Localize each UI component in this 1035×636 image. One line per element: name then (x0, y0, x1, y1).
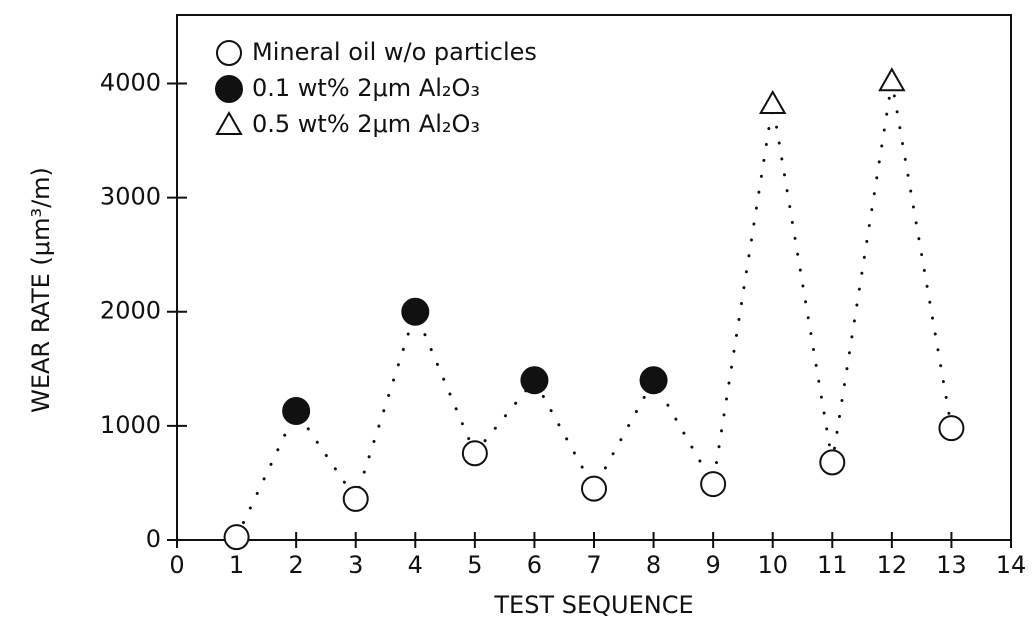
legend-label: 0.5 wt% 2μm Al₂O₃ (252, 110, 480, 138)
x-tick-label: 4 (408, 551, 423, 579)
x-tick-label: 7 (586, 551, 601, 579)
x-tick-label: 5 (467, 551, 482, 579)
marker (282, 397, 311, 426)
y-tick-label: 4000 (100, 68, 161, 96)
marker (461, 440, 488, 467)
marker (342, 485, 369, 512)
x-tick-label: 11 (817, 551, 848, 579)
x-tick-label: 6 (527, 551, 542, 579)
marker (401, 297, 430, 326)
legend-marker (215, 75, 243, 103)
marker (520, 366, 549, 395)
y-axis-label: WEAR RATE (μm³/m) (27, 167, 55, 413)
y-tick-label: 0 (146, 525, 161, 553)
x-tick-label: 3 (348, 551, 363, 579)
marker (639, 366, 668, 395)
marker (700, 471, 727, 498)
marker (878, 67, 906, 92)
x-tick-label: 14 (996, 551, 1027, 579)
marker (581, 475, 607, 502)
x-tick-label: 12 (877, 551, 908, 579)
legend-label: 0.1 wt% 2μm Al₂O₃ (252, 74, 480, 102)
x-tick-label: 13 (936, 551, 967, 579)
x-tick-label: 10 (757, 551, 788, 579)
x-tick-label: 1 (229, 551, 244, 579)
legend-label: Mineral oil w/o particles (252, 38, 537, 66)
x-tick-label: 2 (289, 551, 304, 579)
legend-marker (216, 40, 242, 66)
y-tick-label: 3000 (100, 183, 161, 211)
x-tick-label: 0 (169, 551, 184, 579)
marker (938, 415, 965, 442)
marker (758, 90, 787, 115)
x-tick-label: 8 (646, 551, 661, 579)
x-axis-label: TEST SEQUENCE (493, 591, 693, 619)
connecting-line (235, 80, 953, 539)
y-tick-label: 2000 (100, 297, 161, 325)
x-tick-label: 9 (706, 551, 721, 579)
y-tick-label: 1000 (100, 411, 161, 439)
legend-marker (215, 110, 243, 135)
marker (223, 524, 250, 551)
marker (819, 449, 846, 476)
